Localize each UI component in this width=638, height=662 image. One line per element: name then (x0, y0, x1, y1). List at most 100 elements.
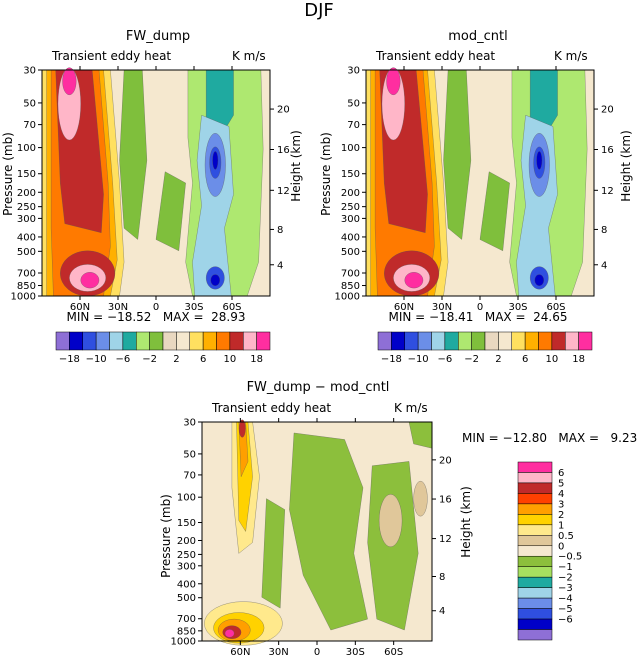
y-tick-label: 700 (17, 269, 36, 280)
colorbar-swatch (162, 331, 177, 351)
y-right-tick-label: 20 (601, 105, 614, 116)
x-tick-label: 60S (222, 302, 241, 313)
colorbar-swatch (458, 331, 472, 351)
colorbar-swatch (136, 331, 150, 351)
y-tick-label: 200 (17, 188, 36, 199)
y-tick-label: 150 (177, 518, 196, 529)
panel-subtitle: Transient eddy heat (211, 401, 331, 415)
colorbar-label: 5 (558, 478, 564, 489)
x-tick-label: 30S (346, 647, 365, 658)
colorbar-label: −2 (142, 354, 157, 365)
colorbar-swatch (517, 461, 553, 473)
contour-band (261, 498, 285, 609)
y-axis-label: Pressure (mb) (1, 132, 15, 216)
colorbar-swatch (517, 472, 553, 484)
y-tick-label: 150 (17, 169, 36, 180)
colorbar-label: 6 (200, 354, 206, 365)
colorbar-swatch (511, 331, 526, 351)
y-right-tick-label: 20 (277, 105, 290, 116)
colorbar-swatch (517, 524, 553, 536)
x-tick-label: 0 (477, 302, 483, 313)
y-tick-label: 1000 (11, 292, 36, 303)
panel-mod-cntl: mod_cntl Transient eddy heat K m/s Press… (319, 29, 633, 365)
stats-label: MIN = −12.80 MAX = 9.23 (462, 431, 637, 445)
colorbar: −18 −10 −6 −2 2 6 10 18 (377, 331, 593, 365)
y-tick-label: 250 (17, 202, 36, 213)
y-tick-label: 850 (177, 626, 196, 637)
colorbar-swatch (578, 331, 593, 351)
y-axis-label: Pressure (mb) (159, 494, 173, 578)
panel-title: FW_dump (126, 29, 190, 44)
colorbar-swatch (82, 331, 97, 351)
colorbar-swatch (109, 331, 124, 351)
y-tick-label: 250 (341, 202, 360, 213)
colorbar-label: 6 (522, 354, 528, 365)
colorbar-swatch (95, 331, 110, 351)
contour-core (210, 274, 220, 286)
y-tick-label: 100 (177, 493, 196, 504)
x-tick-label: 30S (508, 302, 527, 313)
colorbar-swatch (517, 545, 553, 557)
y-tick-label: 1000 (171, 637, 196, 648)
colorbar-swatch (243, 331, 257, 351)
panel-title: mod_cntl (448, 29, 507, 44)
y-tick-label: 500 (177, 593, 196, 604)
colorbar-swatch (498, 331, 512, 351)
contour-plot (202, 419, 433, 646)
y-tick-label: 200 (177, 536, 196, 547)
contour-band (155, 171, 186, 252)
y-right-tick-label: 16 (439, 495, 452, 506)
y-tick-label: 50 (347, 98, 360, 109)
panel-fw-dump: FW_dump Transient eddy heat K m/s Pressu… (1, 29, 303, 365)
panel-units: K m/s (554, 49, 588, 63)
colorbar-swatch (216, 331, 231, 351)
colorbar-swatch (431, 331, 446, 351)
y-right-tick-label: 4 (601, 260, 607, 271)
colorbar-swatch (391, 331, 405, 351)
contour-core (386, 67, 401, 96)
colorbar-swatch (517, 514, 553, 526)
colorbar-swatch (484, 331, 499, 351)
stats-label: MIN = −18.52 MAX = 28.93 (66, 310, 245, 324)
colorbar-swatch (55, 331, 70, 351)
colorbar-label: −6 (558, 615, 573, 626)
panel-title: FW_dump − mod_cntl (247, 380, 390, 395)
y-axis-right-label: Height (km) (289, 130, 303, 201)
colorbar-swatch (517, 555, 553, 567)
y-tick-label: 400 (341, 232, 360, 243)
colorbar-swatch (517, 608, 553, 620)
colorbar-label: 0 (558, 541, 564, 552)
colorbar-label: 18 (572, 354, 585, 365)
colorbar-label: 4 (558, 489, 564, 500)
colorbar: −18 −10 −6 −2 2 6 10 18 (55, 331, 271, 365)
y-tick-label: 700 (341, 269, 360, 280)
y-right-tick-label: 16 (601, 145, 614, 156)
colorbar-label: −4 (558, 594, 573, 605)
y-right-tick-label: 12 (601, 186, 614, 197)
colorbar-label: 10 (224, 354, 237, 365)
colorbar-swatch (565, 331, 579, 351)
colorbar-label: 1 (558, 520, 564, 531)
colorbar-swatch (517, 597, 553, 609)
colorbar-swatch (202, 331, 217, 351)
colorbar-swatch (149, 331, 164, 351)
contour-core (80, 272, 100, 289)
y-tick-label: 300 (17, 214, 36, 225)
y-tick-label: 250 (177, 550, 196, 561)
colorbar-label: −1 (558, 562, 573, 573)
contour-core (238, 419, 246, 438)
colorbar-swatch (517, 482, 553, 494)
panel-subtitle: Transient eddy heat (51, 49, 171, 63)
y-tick-label: 300 (341, 214, 360, 225)
colorbar-label: −10 (86, 354, 107, 365)
contour-core (212, 151, 219, 170)
stats-label: MIN = −18.41 MAX = 24.65 (388, 310, 567, 324)
colorbar-label: −10 (408, 354, 429, 365)
y-tick-label: 70 (23, 120, 36, 131)
y-tick-label: 30 (183, 418, 196, 429)
x-tick-label: 30N (108, 302, 128, 313)
colorbar-swatch (517, 503, 553, 515)
